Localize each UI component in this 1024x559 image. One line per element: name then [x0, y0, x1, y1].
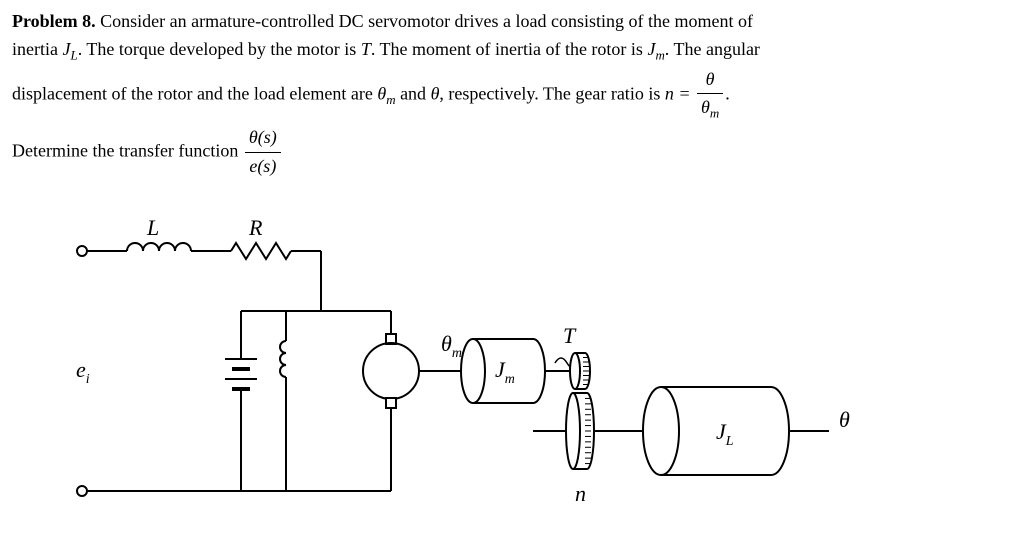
- svg-text:L: L: [146, 215, 159, 240]
- svg-text:JL: JL: [716, 419, 734, 449]
- svg-text:θm: θm: [441, 331, 462, 361]
- problem-statement: Problem 8. Consider an armature-controll…: [12, 8, 1012, 181]
- svg-text:T: T: [563, 323, 577, 348]
- svg-text:ei: ei: [76, 357, 90, 387]
- servomotor-diagram-svg: L Rei θm Jm Tn JL θ: [72, 211, 972, 551]
- problem-label: Problem 8.: [12, 11, 96, 31]
- circuit-diagram: L Rei θm Jm Tn JL θ: [72, 211, 1012, 551]
- svg-text:R: R: [248, 215, 263, 240]
- svg-text:n: n: [575, 481, 586, 506]
- svg-text:θ: θ: [839, 407, 850, 432]
- transfer-function-fraction: θ(s)e(s): [245, 124, 281, 181]
- gear-ratio-fraction: θθm: [697, 66, 723, 125]
- svg-text:Jm: Jm: [495, 357, 515, 387]
